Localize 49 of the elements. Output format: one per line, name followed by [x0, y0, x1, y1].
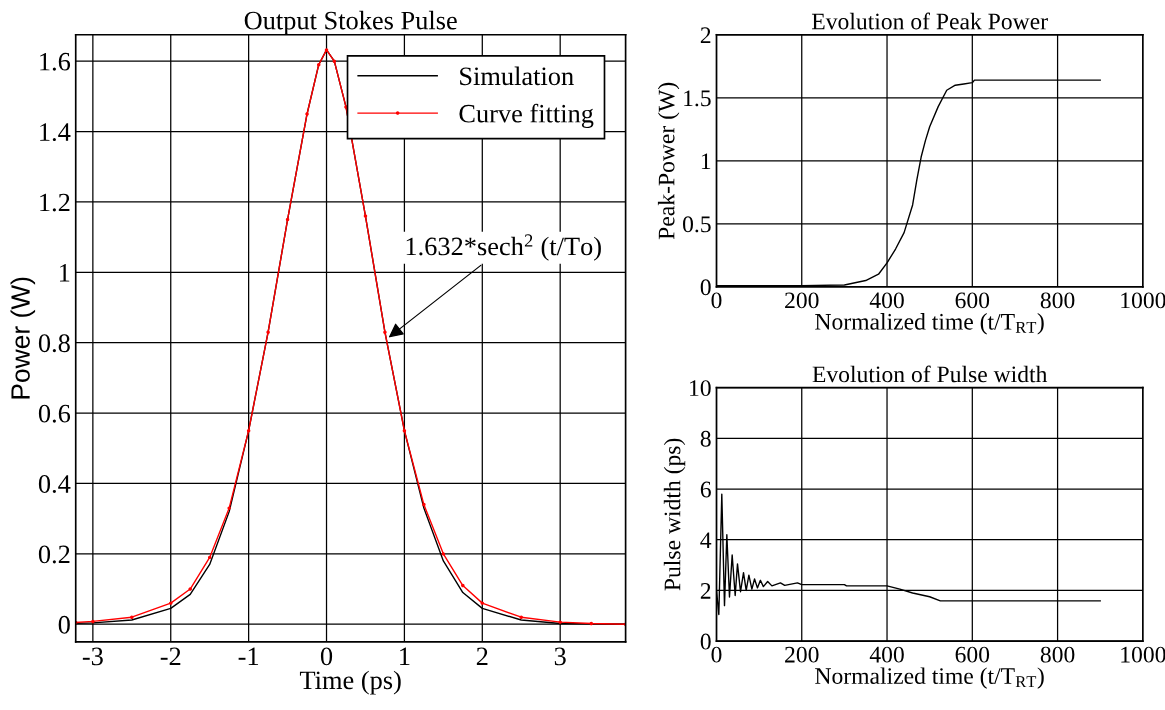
chart-title: Evolution of Peak Power — [811, 12, 1048, 30]
y-axis-title: Power (W) — [10, 277, 36, 399]
x-tick-label: -3 — [82, 647, 103, 666]
x-tick-label: 600 — [955, 292, 990, 309]
x-tick-label: -1 — [238, 647, 259, 666]
y-tick-label: 6 — [700, 481, 711, 498]
y-tick-label: 10 — [690, 380, 711, 397]
x-tick-label: 0 — [320, 647, 333, 666]
x-tick-label: 800 — [1040, 646, 1075, 663]
x-axis-title: Normalized time (t/T$_{RT}$) — [815, 313, 1044, 335]
x-tick-label: 400 — [869, 646, 904, 663]
x-tick-label: 1 — [400, 647, 410, 666]
y-tick-label: 1.4 — [40, 123, 71, 142]
x-axis-title: Normalized time (t/T$_{RT}$) — [815, 667, 1044, 689]
legend-label: Simulation — [460, 66, 574, 86]
x-tick-label: -2 — [160, 647, 181, 666]
chart-title: Evolution of Pulse width — [812, 365, 1048, 383]
x-tick-label: 2 — [476, 647, 488, 666]
x-tick-label: 1000 — [1121, 292, 1165, 309]
y-tick-label: 0 — [700, 279, 711, 296]
y-tick-label: 1 — [701, 153, 711, 170]
y-tick-label: 0.8 — [38, 334, 70, 353]
x-tick-label: 3 — [554, 647, 566, 666]
x-tick-label: 800 — [1040, 292, 1075, 309]
y-tick-label: 1.2 — [40, 193, 70, 212]
y-tick-label: 0.4 — [38, 475, 71, 494]
y-tick-label: 1.5 — [684, 90, 711, 107]
x-tick-label: 600 — [955, 646, 990, 663]
annotation: 1.632*sech$^{2}$ (t/To) — [406, 234, 601, 261]
x-tick-label: 200 — [785, 646, 819, 663]
y-axis-title: Peak-Power (W) — [657, 82, 680, 240]
x-axis-title: Time (ps) — [299, 670, 401, 695]
x-tick-label: 200 — [785, 292, 819, 309]
y-tick-label: 8 — [700, 430, 711, 447]
y-tick-label: 0 — [700, 633, 711, 650]
y-tick-label: 4 — [700, 532, 712, 548]
x-tick-label: 400 — [869, 292, 904, 309]
legend-label: Curve fitting — [459, 103, 594, 129]
y-tick-label: 0 — [58, 615, 70, 634]
y-tick-label: 0.6 — [38, 404, 71, 423]
y-tick-label: 0.5 — [683, 216, 711, 233]
y-tick-label: 2 — [700, 27, 711, 43]
chart-title: Output Stokes Pulse — [244, 10, 457, 35]
y-tick-label: 1.6 — [40, 52, 71, 71]
x-tick-label: 1000 — [1121, 646, 1165, 663]
y-axis-title: Pulse width (ps) — [663, 438, 686, 591]
y-tick-label: 0.2 — [38, 545, 70, 564]
y-tick-label: 2 — [700, 582, 711, 599]
y-tick-label: 1 — [59, 264, 70, 282]
